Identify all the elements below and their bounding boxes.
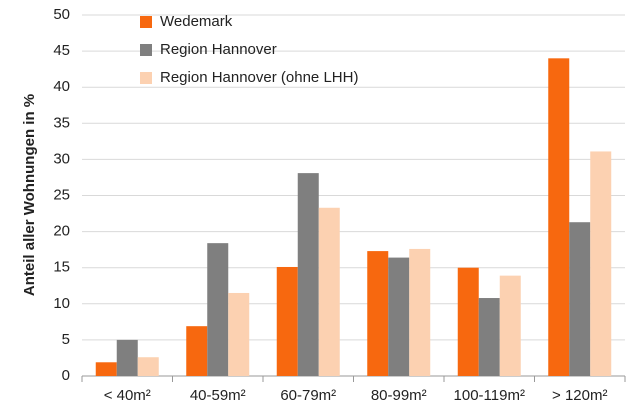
- legend-swatch: [140, 44, 152, 56]
- y-tick-label: 40: [53, 78, 70, 95]
- bar: [276, 266, 298, 376]
- x-tick-label: 60-79m²: [280, 387, 336, 404]
- y-tick-label: 45: [53, 42, 70, 59]
- x-tick-label: 40-59m²: [190, 387, 246, 404]
- bar: [367, 251, 389, 376]
- bar: [478, 298, 500, 376]
- bar: [297, 173, 319, 376]
- legend-label: Wedemark: [160, 13, 233, 30]
- legend-label: Region Hannover (ohne LHH): [160, 69, 358, 86]
- bar: [548, 58, 570, 376]
- y-tick-label: 0: [62, 367, 70, 384]
- y-tick-label: 5: [62, 331, 70, 348]
- legend-swatch: [140, 16, 152, 28]
- bar: [569, 222, 591, 376]
- bar: [207, 243, 229, 376]
- y-tick-label: 20: [53, 223, 70, 240]
- y-tick-label: 50: [53, 6, 70, 23]
- x-tick-label: 80-99m²: [371, 387, 427, 404]
- y-tick-label: 15: [53, 259, 70, 276]
- y-tick-label: 30: [53, 150, 70, 167]
- bar: [228, 292, 250, 376]
- y-axis-label: Anteil aller Wohnungen in %: [21, 94, 38, 296]
- x-tick-label: 100-119m²: [454, 387, 525, 404]
- x-tick-label: < 40m²: [104, 387, 151, 404]
- y-tick-label: 10: [53, 295, 70, 312]
- y-tick-label: 25: [53, 186, 70, 203]
- legend-swatch: [140, 72, 152, 84]
- bar: [318, 207, 340, 376]
- bar: [499, 275, 521, 376]
- bar: [95, 362, 117, 376]
- y-tick-label: 35: [53, 114, 70, 131]
- bar: [590, 151, 612, 376]
- bar: [137, 357, 159, 376]
- x-tick-label: > 120m²: [552, 387, 607, 404]
- legend-label: Region Hannover: [160, 41, 277, 58]
- bar: [186, 326, 208, 376]
- bar: [457, 267, 479, 376]
- bar: [116, 339, 138, 376]
- bar: [409, 248, 431, 376]
- bar: [388, 257, 410, 376]
